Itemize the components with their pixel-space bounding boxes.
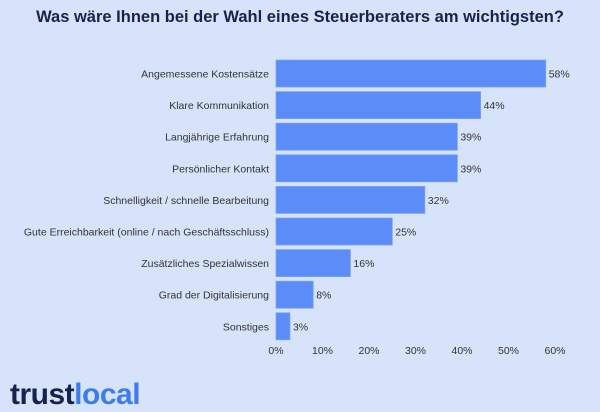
x-tick-label: 40%	[451, 345, 472, 357]
value-label: 8%	[316, 290, 331, 302]
category-label: Angemessene Kostensätze	[141, 69, 269, 81]
category-label: Langjährige Erfahrung	[165, 132, 269, 144]
x-tick-label: 0%	[268, 345, 283, 357]
x-tick-label: 50%	[498, 345, 519, 357]
bar	[275, 185, 426, 214]
bar	[275, 217, 393, 246]
bar	[275, 312, 291, 341]
value-label: 16%	[353, 258, 374, 270]
category-label: Schnelligkeit / schnelle Bearbeitung	[103, 195, 269, 207]
category-label: Gute Erreichbarkeit (online / nach Gesch…	[24, 227, 269, 239]
category-label: Klare Kommunikation	[169, 100, 269, 112]
x-tick-label: 10%	[312, 345, 333, 357]
value-label: 39%	[460, 163, 481, 175]
value-label: 32%	[428, 195, 449, 207]
bar	[275, 249, 351, 278]
category-label: Zusätzliches Spezialwissen	[141, 258, 269, 270]
value-label: 3%	[293, 321, 308, 333]
category-label: Grad der Digitalisierung	[159, 290, 269, 302]
bar	[275, 122, 458, 151]
bar	[275, 280, 314, 309]
value-label: 25%	[395, 227, 416, 239]
bar	[275, 59, 547, 88]
category-label: Persönlicher Kontakt	[172, 163, 269, 175]
chart-title: Was wäre Ihnen bei der Wahl eines Steuer…	[36, 8, 564, 26]
value-label: 58%	[549, 69, 570, 81]
bar-chart: Angemessene Kostensätze 58% Klare Kommunik…	[24, 59, 570, 357]
x-tick-label: 20%	[358, 345, 379, 357]
category-label: Sonstiges	[223, 321, 269, 333]
bar	[275, 154, 458, 183]
value-label: 39%	[460, 132, 481, 144]
trustlocal-logo: trustlocal	[10, 378, 141, 411]
bar	[275, 91, 482, 119]
x-tick-label: 30%	[405, 345, 426, 357]
value-label: 44%	[484, 100, 505, 112]
x-tick-label: 60%	[544, 345, 565, 357]
